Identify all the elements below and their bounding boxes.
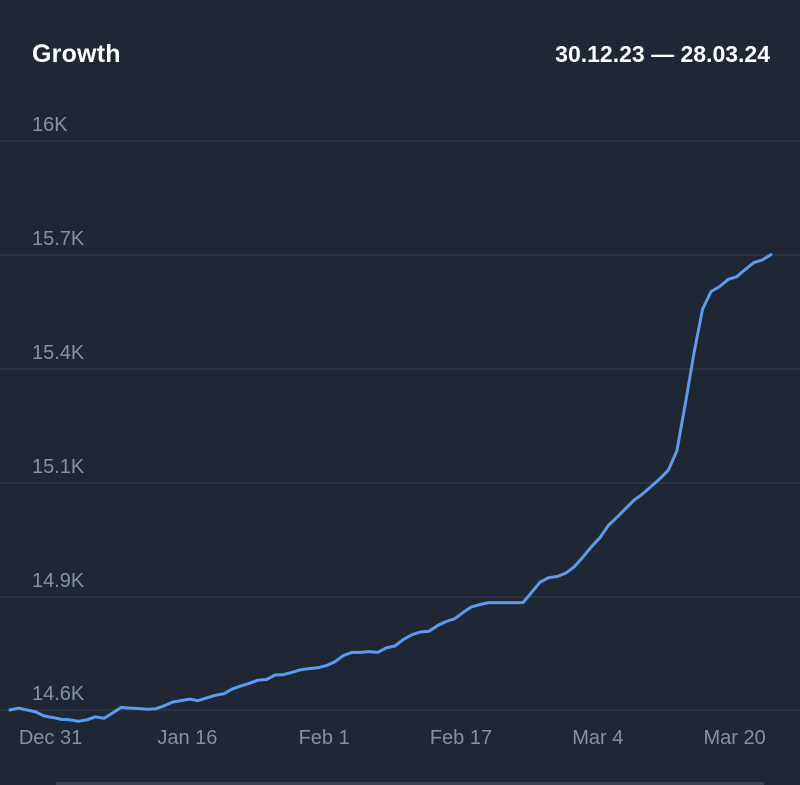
x-tick-label: Feb 17 xyxy=(430,727,492,749)
x-tick-label: Jan 16 xyxy=(157,727,217,749)
x-tick-label: Dec 31 xyxy=(19,727,82,749)
y-tick-label: 14.9K xyxy=(32,570,85,592)
growth-series-line xyxy=(8,253,773,723)
y-tick-label: 15.7K xyxy=(32,228,85,250)
y-tick-label: 16K xyxy=(32,114,68,136)
chart-title: Growth xyxy=(32,40,121,68)
x-tick-label: Feb 1 xyxy=(299,727,350,749)
x-tick-label: Mar 20 xyxy=(703,727,765,749)
date-range-label[interactable]: 30.12.23 — 28.03.24 xyxy=(555,41,770,67)
y-tick-label: 14.6K xyxy=(32,683,85,705)
scroll-handle[interactable] xyxy=(56,782,764,785)
y-tick-label: 15.4K xyxy=(32,342,85,364)
x-tick-label: Mar 4 xyxy=(572,727,623,749)
y-tick-label: 15.1K xyxy=(32,456,85,478)
